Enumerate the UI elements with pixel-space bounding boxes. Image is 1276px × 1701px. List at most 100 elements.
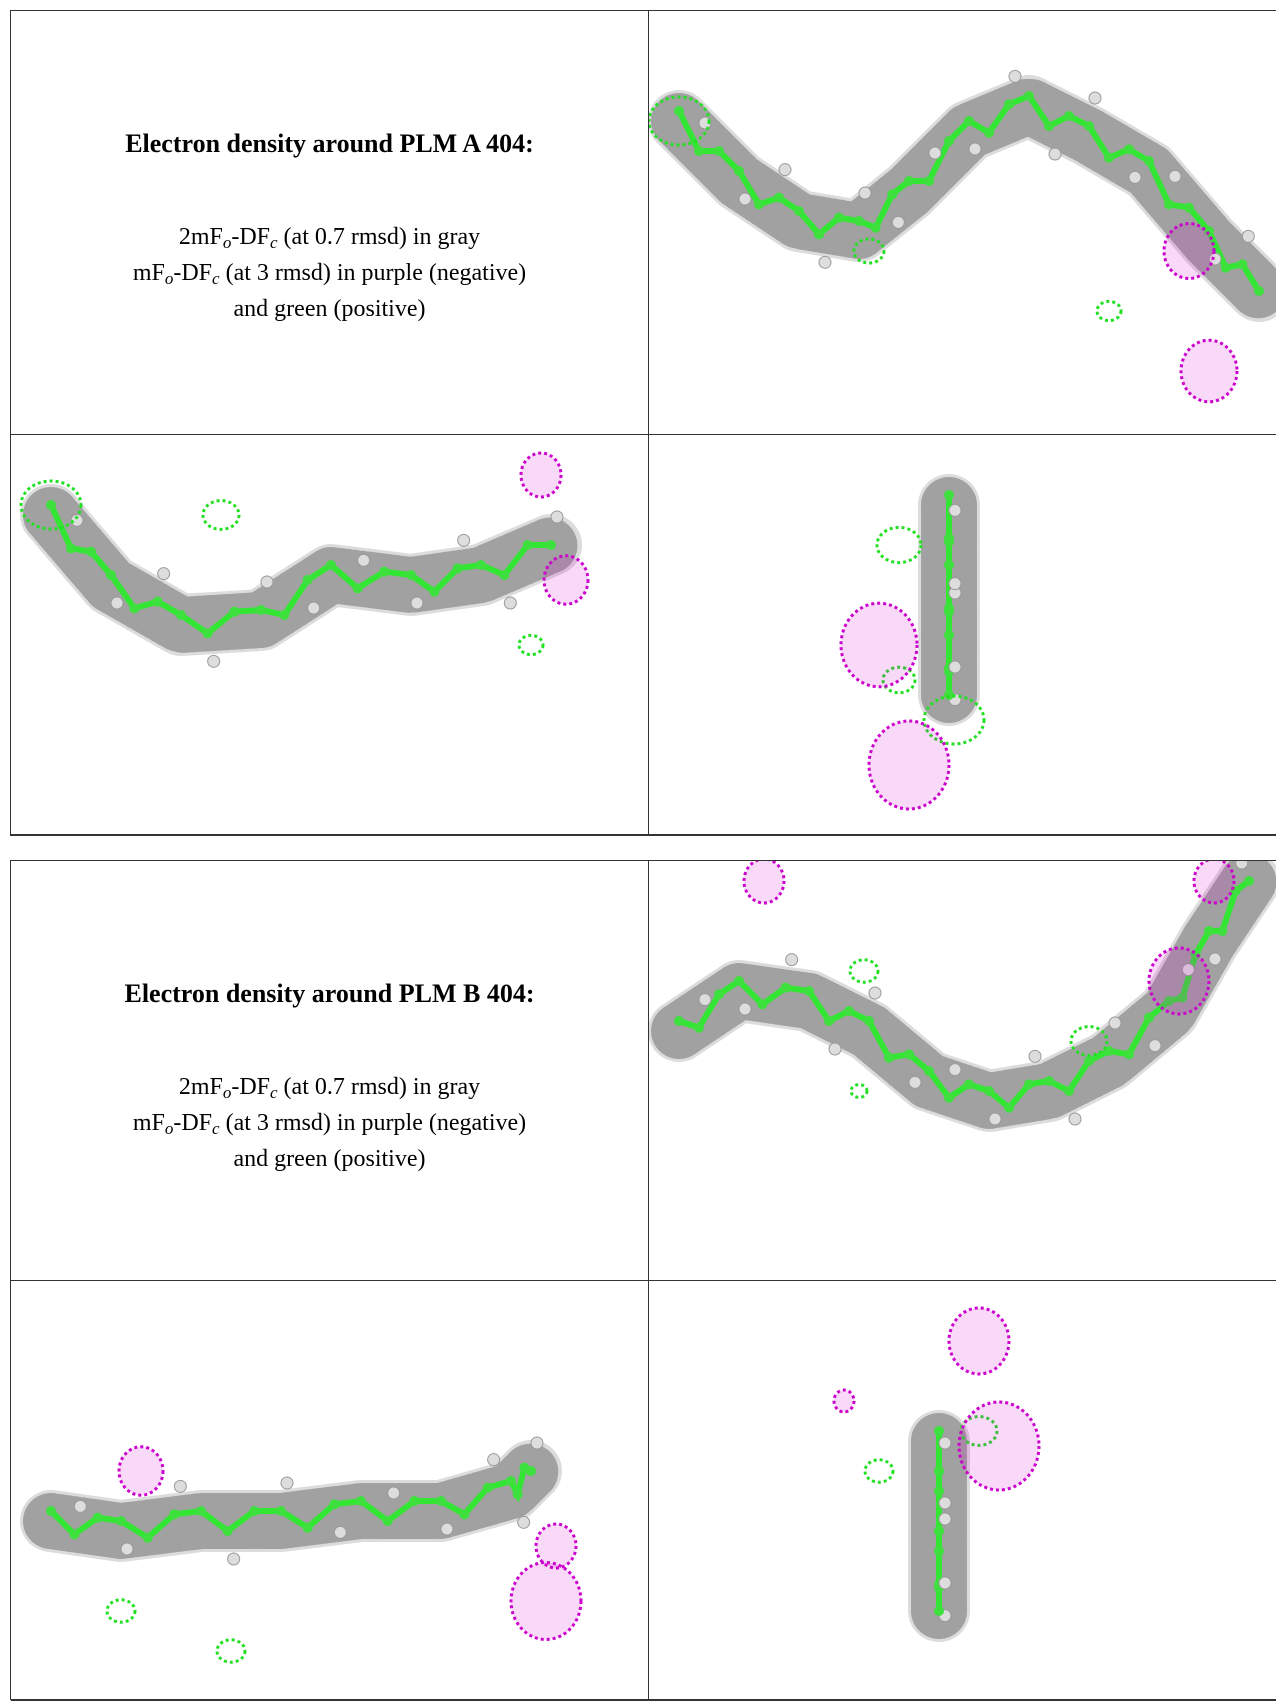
carbon-atom	[46, 500, 56, 510]
hydrogen-atom	[949, 578, 961, 590]
hydrogen-atom	[1129, 171, 1141, 183]
hydrogen-atom	[174, 1480, 186, 1492]
carbon-atom	[406, 570, 416, 580]
figure-table: Electron density around PLM A 404: 2mFo-…	[10, 10, 1276, 836]
hydrogen-atom	[1209, 953, 1221, 965]
carbon-atom	[1104, 153, 1114, 163]
carbon-atom	[694, 1023, 704, 1033]
carbon-atom	[526, 1466, 536, 1476]
panel-heading: Electron density around PLM A 404:	[11, 129, 648, 159]
negative-density	[119, 1447, 163, 1495]
hydrogen-atom	[1242, 230, 1254, 242]
carbon-atom	[223, 1526, 233, 1536]
carbon-atom	[781, 983, 791, 993]
carbon-atom	[944, 630, 954, 640]
carbon-atom	[934, 1466, 944, 1476]
hydrogen-atom	[909, 1076, 921, 1088]
text-run: mF	[133, 260, 165, 286]
carbon-atom	[944, 136, 954, 146]
text-run: 2mF	[179, 224, 223, 250]
carbon-atom	[483, 1483, 493, 1493]
carbon-atom	[1164, 199, 1174, 209]
hydrogen-atom	[739, 193, 751, 205]
carbon-atom	[934, 1546, 944, 1556]
hydrogen-atom	[989, 1113, 1001, 1125]
positive-density	[851, 1085, 867, 1098]
negative-density	[1149, 948, 1209, 1014]
carbon-atom	[459, 1509, 469, 1519]
carbon-atom	[871, 223, 881, 233]
carbon-atom	[934, 1486, 944, 1496]
carbon-atom	[734, 166, 744, 176]
carbon-atom	[824, 1016, 834, 1026]
density-image	[11, 435, 649, 835]
hydrogen-atom	[699, 994, 711, 1006]
carbon-atom	[143, 1533, 153, 1543]
legend-lines: 2mFo-DFc (at 0.7 rmsd) in graymFo-DFc (a…	[11, 1069, 648, 1177]
hydrogen-atom	[939, 1513, 951, 1525]
carbon-atom	[864, 1016, 874, 1026]
hydrogen-atom	[1049, 148, 1061, 160]
carbon-atom	[844, 1006, 854, 1016]
text-run: -DF	[231, 1074, 270, 1100]
carbon-atom	[984, 128, 994, 138]
negative-density	[834, 1390, 854, 1412]
carbon-atom	[436, 1496, 446, 1506]
carbon-atom	[904, 1049, 914, 1059]
hydrogen-atom	[358, 554, 370, 566]
hydrogen-atom	[551, 511, 563, 523]
hydrogen-atom	[228, 1553, 240, 1565]
caption-cell: Electron density around PLM A 404: 2mFo-…	[11, 11, 649, 435]
text-run: and green (positive)	[234, 1146, 426, 1172]
carbon-atom	[694, 146, 704, 156]
carbon-atom	[714, 989, 724, 999]
carbon-atom	[66, 543, 76, 553]
carbon-atom	[1064, 111, 1074, 121]
density-render	[649, 1281, 1276, 1701]
hydrogen-atom	[488, 1454, 500, 1466]
hydrogen-atom	[829, 1043, 841, 1055]
positive-density	[865, 1460, 893, 1482]
hydrogen-atom	[1089, 92, 1101, 104]
hydrogen-atom	[949, 661, 961, 673]
text-run: -DF	[231, 224, 270, 250]
positive-density	[519, 635, 543, 654]
carbon-atom	[944, 537, 954, 547]
negative-density	[949, 1308, 1009, 1374]
text-run: (at 0.7 rmsd) in gray	[278, 1074, 481, 1100]
carbon-atom	[383, 1516, 393, 1526]
carbon-atom	[513, 1489, 523, 1499]
carbon-atom	[924, 176, 934, 186]
negative-density	[1181, 340, 1237, 402]
carbon-atom	[794, 206, 804, 216]
hydrogen-atom	[869, 987, 881, 999]
carbon-atom	[924, 1066, 934, 1076]
negative-density	[841, 603, 917, 687]
carbon-atom	[329, 1499, 339, 1509]
hydrogen-atom	[949, 1064, 961, 1076]
hydrogen-atom	[786, 954, 798, 966]
carbon-atom	[116, 1516, 126, 1526]
carbon-atom	[734, 976, 744, 986]
hydrogen-atom	[531, 1437, 543, 1449]
caption-cell: Electron density around PLM B 404: 2mFo-…	[11, 861, 649, 1281]
text-run: (at 3 rmsd) in purple (negative)	[220, 260, 527, 286]
carbon-atom	[203, 628, 213, 638]
hydrogen-atom	[334, 1526, 346, 1538]
carbon-atom	[904, 176, 914, 186]
carbon-atom	[93, 1513, 103, 1523]
positive-density	[217, 1640, 245, 1662]
carbon-atom	[854, 216, 864, 226]
positive-density	[107, 1600, 135, 1622]
subscript: c	[212, 269, 220, 288]
carbon-atom	[884, 1053, 894, 1063]
density-render	[11, 435, 649, 835]
hydrogen-atom	[739, 1003, 751, 1015]
hydrogen-atom	[1009, 70, 1021, 82]
text-run: -DF	[173, 260, 212, 286]
density-image	[649, 435, 1276, 835]
carbon-atom	[1004, 99, 1014, 109]
carbon-atom	[1184, 203, 1194, 213]
carbon-atom	[984, 1086, 994, 1096]
carbon-atom	[944, 490, 954, 500]
